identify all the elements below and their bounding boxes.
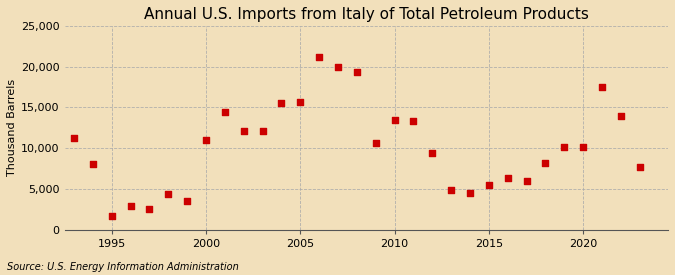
Point [634, 165, 645, 169]
Point [578, 145, 589, 150]
Point [502, 175, 513, 180]
Point [314, 55, 325, 59]
Point [597, 85, 608, 89]
Point [107, 214, 117, 218]
Point [521, 179, 532, 183]
Point [427, 151, 437, 155]
Point [88, 161, 99, 166]
Point [182, 199, 192, 204]
Point [276, 101, 287, 106]
Point [163, 192, 173, 196]
Point [559, 145, 570, 150]
Point [446, 188, 456, 192]
Point [257, 129, 268, 133]
Text: Source: U.S. Energy Information Administration: Source: U.S. Energy Information Administ… [7, 262, 238, 272]
Y-axis label: Thousand Barrels: Thousand Barrels [7, 79, 17, 176]
Point [464, 191, 475, 195]
Point [389, 118, 400, 123]
Point [295, 100, 306, 104]
Point [408, 119, 419, 123]
Title: Annual U.S. Imports from Italy of Total Petroleum Products: Annual U.S. Imports from Italy of Total … [144, 7, 589, 22]
Point [540, 161, 551, 165]
Point [219, 109, 230, 114]
Point [371, 140, 381, 145]
Point [69, 135, 80, 140]
Point [483, 183, 494, 187]
Point [352, 69, 362, 74]
Point [125, 204, 136, 208]
Point [333, 65, 344, 70]
Point [238, 129, 249, 133]
Point [200, 138, 211, 142]
Point [144, 206, 155, 211]
Point [616, 113, 626, 118]
